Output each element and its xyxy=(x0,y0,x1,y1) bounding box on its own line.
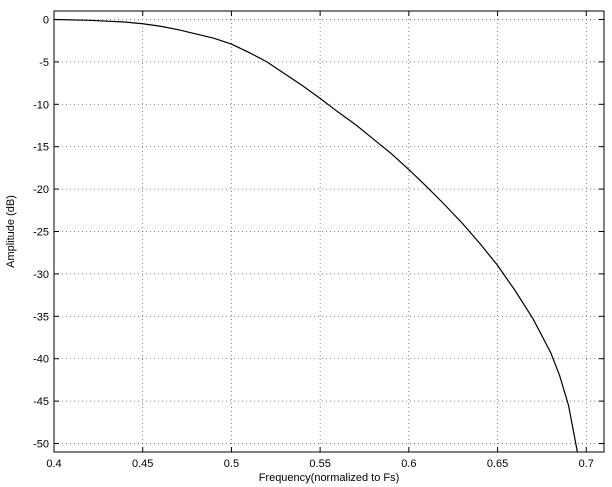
x-tick-label: 0.6 xyxy=(401,458,416,470)
y-tick-label: -25 xyxy=(33,227,49,239)
y-tick-labels: 0 -5 -10 -15 -20 -25 -30 -35 -40 -45 -50 xyxy=(33,14,49,450)
y-tick-label: -50 xyxy=(33,439,49,451)
x-tick-label: 0.7 xyxy=(579,458,594,470)
x-tick-label: 0.4 xyxy=(46,458,61,470)
y-tick-label: -5 xyxy=(39,57,49,69)
grid-lines xyxy=(54,11,604,452)
y-axis-label: Amplitude (dB) xyxy=(5,195,17,268)
y-tick-label: -30 xyxy=(33,269,49,281)
y-tick-label: -40 xyxy=(33,354,49,366)
y-tick-label: -15 xyxy=(33,142,49,154)
x-tick-label: 0.45 xyxy=(132,458,153,470)
y-tick-label: -10 xyxy=(33,99,49,111)
x-axis-label: Frequency(normalized to Fs) xyxy=(259,472,400,484)
x-tick-label: 0.55 xyxy=(309,458,330,470)
y-tick-label: -35 xyxy=(33,311,49,323)
tick-marks xyxy=(53,11,604,452)
x-tick-labels: 0.4 0.45 0.5 0.55 0.6 0.65 0.7 xyxy=(46,458,594,470)
x-tick-label: 0.65 xyxy=(487,458,508,470)
series-group xyxy=(53,18,578,453)
series-line xyxy=(53,18,578,453)
y-tick-label: -45 xyxy=(33,396,49,408)
y-tick-label: -20 xyxy=(33,184,49,196)
y-tick-label: 0 xyxy=(43,14,49,26)
x-tick-label: 0.5 xyxy=(224,458,239,470)
plot-frame xyxy=(53,10,605,453)
